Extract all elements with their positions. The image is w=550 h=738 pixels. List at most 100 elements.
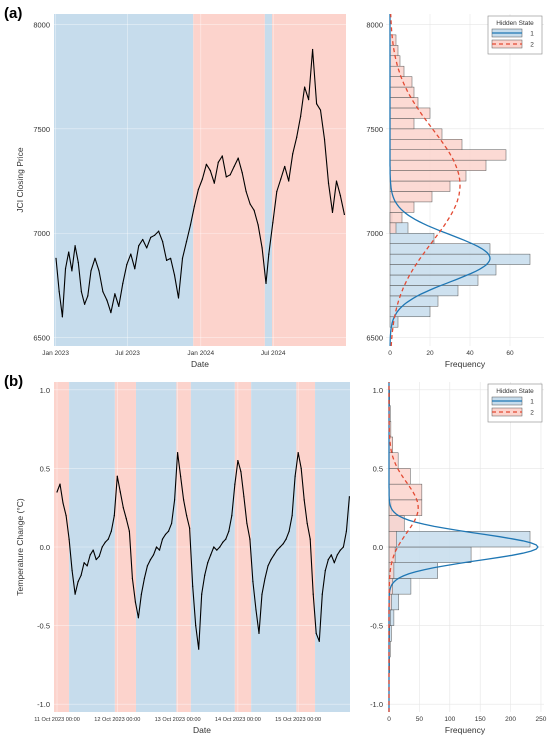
hist-bar-state-2 (389, 212, 403, 224)
state-region-1 (264, 14, 273, 346)
x-axis-label: Date (191, 359, 209, 369)
data-point (189, 224, 192, 226)
legend-title: Hidden State (496, 20, 534, 27)
x-tick-label: 150 (475, 716, 486, 723)
data-point (315, 632, 317, 635)
data-point (216, 549, 218, 551)
data-point (279, 546, 281, 548)
data-point (333, 562, 335, 564)
data-point (201, 593, 203, 595)
data-point (173, 499, 176, 501)
data-point (130, 253, 132, 255)
data-point (110, 530, 112, 532)
data-point (284, 165, 286, 168)
x-tick-label: 0 (387, 716, 391, 723)
data-point (198, 648, 200, 650)
data-point (205, 163, 207, 165)
x-tick-label: 50 (416, 716, 424, 723)
data-point (131, 577, 133, 580)
data-point (59, 483, 61, 485)
data-point (68, 538, 70, 540)
data-point (64, 268, 67, 270)
data-point (150, 236, 152, 239)
data-point (261, 593, 263, 595)
hist-bar-state-2 (388, 452, 399, 469)
data-point (140, 593, 143, 595)
data-point (149, 558, 152, 561)
x-tick-label: Jan 2024 (187, 350, 214, 357)
hist-bar-state-2 (388, 531, 397, 548)
data-point (162, 240, 164, 243)
x-axis-label: Frequency (445, 359, 486, 369)
y-tick-label: -1.0 (370, 700, 383, 709)
data-point (348, 496, 350, 498)
x-tick-label: 0 (388, 350, 392, 357)
data-point (315, 103, 318, 105)
y-axis-label: Temperature Change (°C) (15, 498, 25, 596)
x-axis-label: Date (193, 725, 211, 735)
data-point (321, 593, 323, 595)
x-tick-label: 13 Oct 2023 00:00 (155, 717, 201, 723)
data-point (71, 569, 73, 572)
data-point (288, 180, 290, 182)
legend-entry-label: 1 (530, 31, 534, 38)
data-point (114, 293, 116, 295)
data-point (74, 593, 76, 595)
data-point (249, 203, 251, 205)
data-point (246, 522, 248, 525)
data-point (276, 190, 278, 193)
hist-bar-state-2 (389, 159, 487, 171)
y-tick-label: 7000 (33, 229, 50, 238)
panel-b-temperature-chart: -1.0 -0.5 0.0 0.5 1.0 11 Oct 2023 00:00 12 Oct… (15, 382, 350, 735)
data-point (233, 165, 235, 168)
data-point (68, 251, 70, 253)
data-point (228, 530, 230, 532)
data-point (265, 282, 267, 284)
data-point (167, 530, 170, 532)
data-point (245, 190, 247, 193)
data-point (193, 205, 196, 207)
data-point (98, 555, 100, 558)
data-point (311, 48, 314, 51)
state-region-2 (193, 14, 265, 346)
data-point (195, 624, 197, 627)
data-point (137, 617, 139, 619)
data-point (336, 554, 338, 556)
data-point (276, 549, 278, 551)
data-point (213, 182, 215, 184)
data-point (318, 640, 320, 642)
data-point (234, 483, 236, 485)
y-tick-label: 7500 (366, 125, 383, 134)
data-point (306, 522, 308, 525)
x-tick-label: 250 (536, 716, 547, 723)
data-point (285, 538, 287, 540)
data-point (231, 514, 233, 517)
legend-entry-label: 1 (530, 399, 534, 406)
panel-a-histogram: 6500 7000 7500 8000 0 20 40 60 Frequency Hidden S… (366, 13, 544, 369)
hist-bar-state-2 (389, 170, 467, 182)
panel-a-label: (a) (4, 5, 22, 22)
data-point (102, 291, 104, 293)
data-point (225, 176, 227, 178)
y-tick-label: 0.0 (373, 543, 383, 552)
y-tick-label: 8000 (33, 20, 50, 29)
y-tick-label: -0.5 (370, 622, 383, 631)
data-point (258, 632, 260, 635)
x-tick-label: Jul 2024 (261, 350, 286, 357)
data-point (83, 562, 85, 564)
data-point (77, 261, 79, 264)
data-point (331, 211, 334, 213)
data-point (164, 533, 167, 536)
data-point (268, 253, 270, 255)
data-point (272, 222, 274, 224)
data-point (113, 514, 115, 517)
data-point (158, 230, 160, 232)
hist-bar-state-2 (389, 222, 397, 234)
state-region-2 (272, 14, 346, 346)
data-point (170, 522, 173, 525)
y-axis-label: JCI Closing Price (15, 147, 25, 212)
data-point (94, 257, 96, 259)
data-point (183, 499, 185, 501)
data-point (125, 518, 127, 520)
